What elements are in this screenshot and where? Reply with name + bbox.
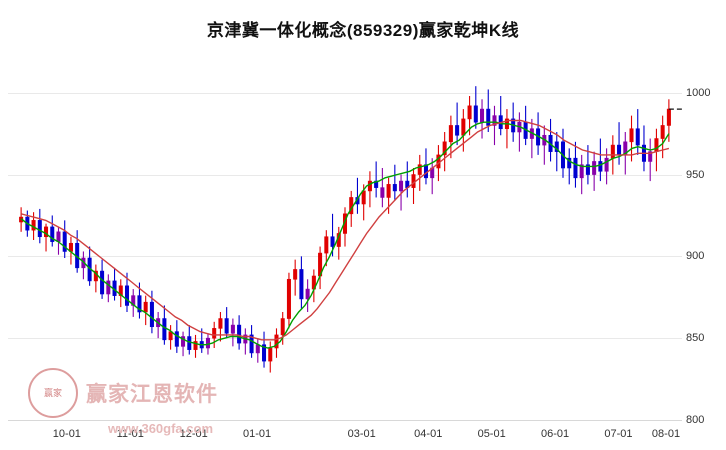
candle <box>168 325 173 350</box>
candle <box>617 122 622 165</box>
candle <box>498 96 503 136</box>
candle <box>187 325 192 355</box>
candle <box>286 272 291 329</box>
candle <box>367 171 372 208</box>
candle <box>305 279 310 312</box>
candle <box>448 115 453 159</box>
candle <box>392 164 397 201</box>
ma-short-line <box>20 121 670 349</box>
candle <box>492 105 497 146</box>
candle <box>162 305 167 345</box>
gridline <box>8 92 682 94</box>
candle <box>486 89 491 132</box>
x-tick-label: 05-01 <box>477 428 506 440</box>
candle <box>143 295 148 326</box>
candle <box>44 223 49 252</box>
x-tick-label: 07-01 <box>604 428 633 440</box>
x-axis-line <box>8 420 682 421</box>
x-tick-label: 11-01 <box>116 428 144 440</box>
y-tick-label: 800 <box>686 414 705 426</box>
candle <box>648 138 653 182</box>
x-tick-label: 01-01 <box>242 428 272 440</box>
candle <box>274 328 279 358</box>
candle <box>554 132 559 172</box>
gridline <box>8 174 682 176</box>
candle <box>50 215 55 247</box>
candle <box>598 138 603 182</box>
chart-title: 京津冀一体化概念(859329)赢家乾坤K线 <box>206 21 520 40</box>
candle <box>629 115 634 162</box>
candle <box>218 312 223 342</box>
candle <box>405 161 410 198</box>
candle <box>380 168 385 208</box>
candle <box>480 99 485 139</box>
candle <box>579 154 584 195</box>
candle <box>660 115 665 159</box>
candle <box>75 230 80 273</box>
candlestick-series <box>19 86 682 373</box>
candle <box>81 251 86 280</box>
candle <box>37 208 42 244</box>
candle <box>255 338 260 363</box>
ma-long-line <box>20 119 670 341</box>
candle <box>536 112 541 155</box>
candle <box>62 220 67 258</box>
candle <box>399 174 404 211</box>
candle <box>93 264 98 293</box>
candle <box>654 128 659 172</box>
candle <box>324 230 329 267</box>
candle <box>262 331 267 368</box>
y-tick-label: 1000 <box>686 86 711 99</box>
y-tick-label: 850 <box>686 332 705 345</box>
candle <box>517 112 522 152</box>
candle <box>193 334 198 358</box>
candle <box>237 315 242 350</box>
y-tick-label: 900 <box>686 250 705 263</box>
candle <box>374 161 379 198</box>
candle <box>567 148 572 185</box>
candle <box>268 341 273 373</box>
candle <box>635 109 640 155</box>
candle <box>604 148 609 185</box>
candle <box>529 118 534 159</box>
y-tick-label: 950 <box>686 168 705 181</box>
plot-area <box>8 60 682 421</box>
candle <box>299 256 304 309</box>
x-tick-label: 03-01 <box>347 428 376 440</box>
candle <box>542 125 547 165</box>
candle <box>243 328 248 355</box>
candle <box>174 320 179 353</box>
candle <box>156 312 161 339</box>
candle <box>224 307 229 339</box>
candle <box>280 312 285 345</box>
x-tick-label: 04-01 <box>414 428 443 440</box>
candle <box>318 246 323 290</box>
candle <box>106 274 111 303</box>
candle <box>112 267 117 301</box>
candle <box>548 118 553 162</box>
candle <box>455 102 460 146</box>
x-tick-label: 10-01 <box>52 428 81 440</box>
gridline <box>8 256 682 258</box>
candle <box>293 259 298 296</box>
candle <box>87 246 92 286</box>
candle <box>181 331 186 357</box>
candle <box>473 86 478 129</box>
candle <box>523 105 528 146</box>
candle <box>461 109 466 152</box>
candle <box>230 318 235 347</box>
candle <box>511 102 516 142</box>
x-tick-label: 08-01 <box>651 428 681 440</box>
x-tick-label: 12-01 <box>179 428 208 440</box>
gridline <box>8 338 682 340</box>
x-tick-label: 06-01 <box>540 428 570 440</box>
candle <box>342 207 348 247</box>
candle <box>417 154 422 191</box>
candle <box>504 109 509 149</box>
candle <box>592 151 597 191</box>
candle <box>411 168 416 204</box>
